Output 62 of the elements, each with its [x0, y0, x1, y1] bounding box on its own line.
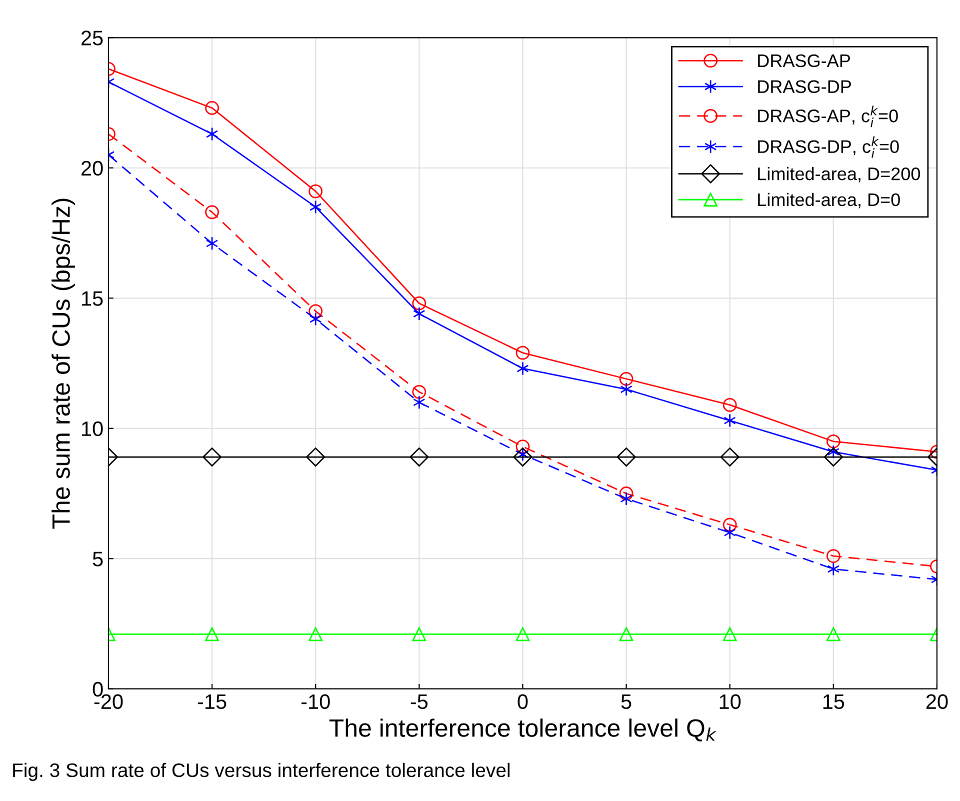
point [720, 447, 740, 467]
point [616, 447, 636, 467]
legend-label: DRASG-AP [758, 54, 850, 68]
x-tick-label: 5 [621, 694, 632, 710]
point [206, 127, 218, 141]
point [724, 526, 736, 540]
y-axis-title: The sum rate of CUs (bps/Hz) [52, 198, 75, 529]
point [205, 205, 219, 220]
point [205, 627, 219, 642]
point [516, 627, 530, 642]
point [516, 362, 529, 376]
point [722, 627, 737, 642]
point [206, 236, 218, 250]
point [306, 447, 326, 467]
y-tick-label: 10 [82, 421, 103, 436]
point [824, 447, 843, 467]
point [413, 395, 426, 410]
point [410, 447, 429, 467]
point [308, 184, 323, 198]
point [619, 486, 634, 500]
point [412, 384, 426, 399]
x-tick-label: 20 [926, 694, 948, 710]
point [308, 627, 323, 642]
point [619, 372, 634, 386]
point [516, 440, 530, 454]
x-tick-label: -5 [410, 694, 428, 710]
legend-label: DRASG-DP [758, 80, 851, 94]
point [619, 627, 634, 642]
point [308, 304, 323, 318]
x-tick-label: 0 [518, 694, 528, 710]
point [309, 312, 322, 326]
point [826, 434, 840, 448]
caption: Fig. 3 Sum rate of CUs versus interference tolerance level [13, 762, 510, 781]
y-tick-label: 15 [82, 291, 103, 306]
x-tick-label: 10 [720, 694, 741, 710]
x-tick-label: -15 [198, 694, 226, 710]
point [722, 398, 737, 412]
x-axis-title: The interference tolerance level Q$_{k}$ [329, 718, 716, 742]
y-tick-label: 25 [81, 30, 103, 46]
y-tick-label: 20 [81, 160, 103, 176]
point [827, 562, 840, 576]
point [309, 200, 322, 214]
point [620, 492, 632, 506]
point [202, 447, 222, 467]
point [205, 101, 219, 115]
point [826, 549, 840, 563]
point [412, 627, 426, 642]
y-tick-label: 5 [92, 552, 103, 566]
legend-label: DRASG-DP, c$^{k}$$_{i}$=0 [758, 136, 899, 158]
point [516, 346, 530, 360]
legend-label: Limited-area, D=200 [758, 167, 920, 182]
legend-label: Limited-area, D=0 [758, 192, 900, 208]
x-tick-label: -10 [301, 694, 330, 710]
point [724, 414, 736, 428]
point [513, 447, 532, 467]
point [620, 382, 632, 396]
point [412, 296, 426, 310]
point [826, 627, 840, 642]
point [722, 518, 737, 532]
legend-label: DRASG-AP, c$^{k}$$_{i}$=0 [758, 106, 898, 128]
point [413, 306, 426, 321]
x-tick-label: 15 [823, 694, 844, 710]
